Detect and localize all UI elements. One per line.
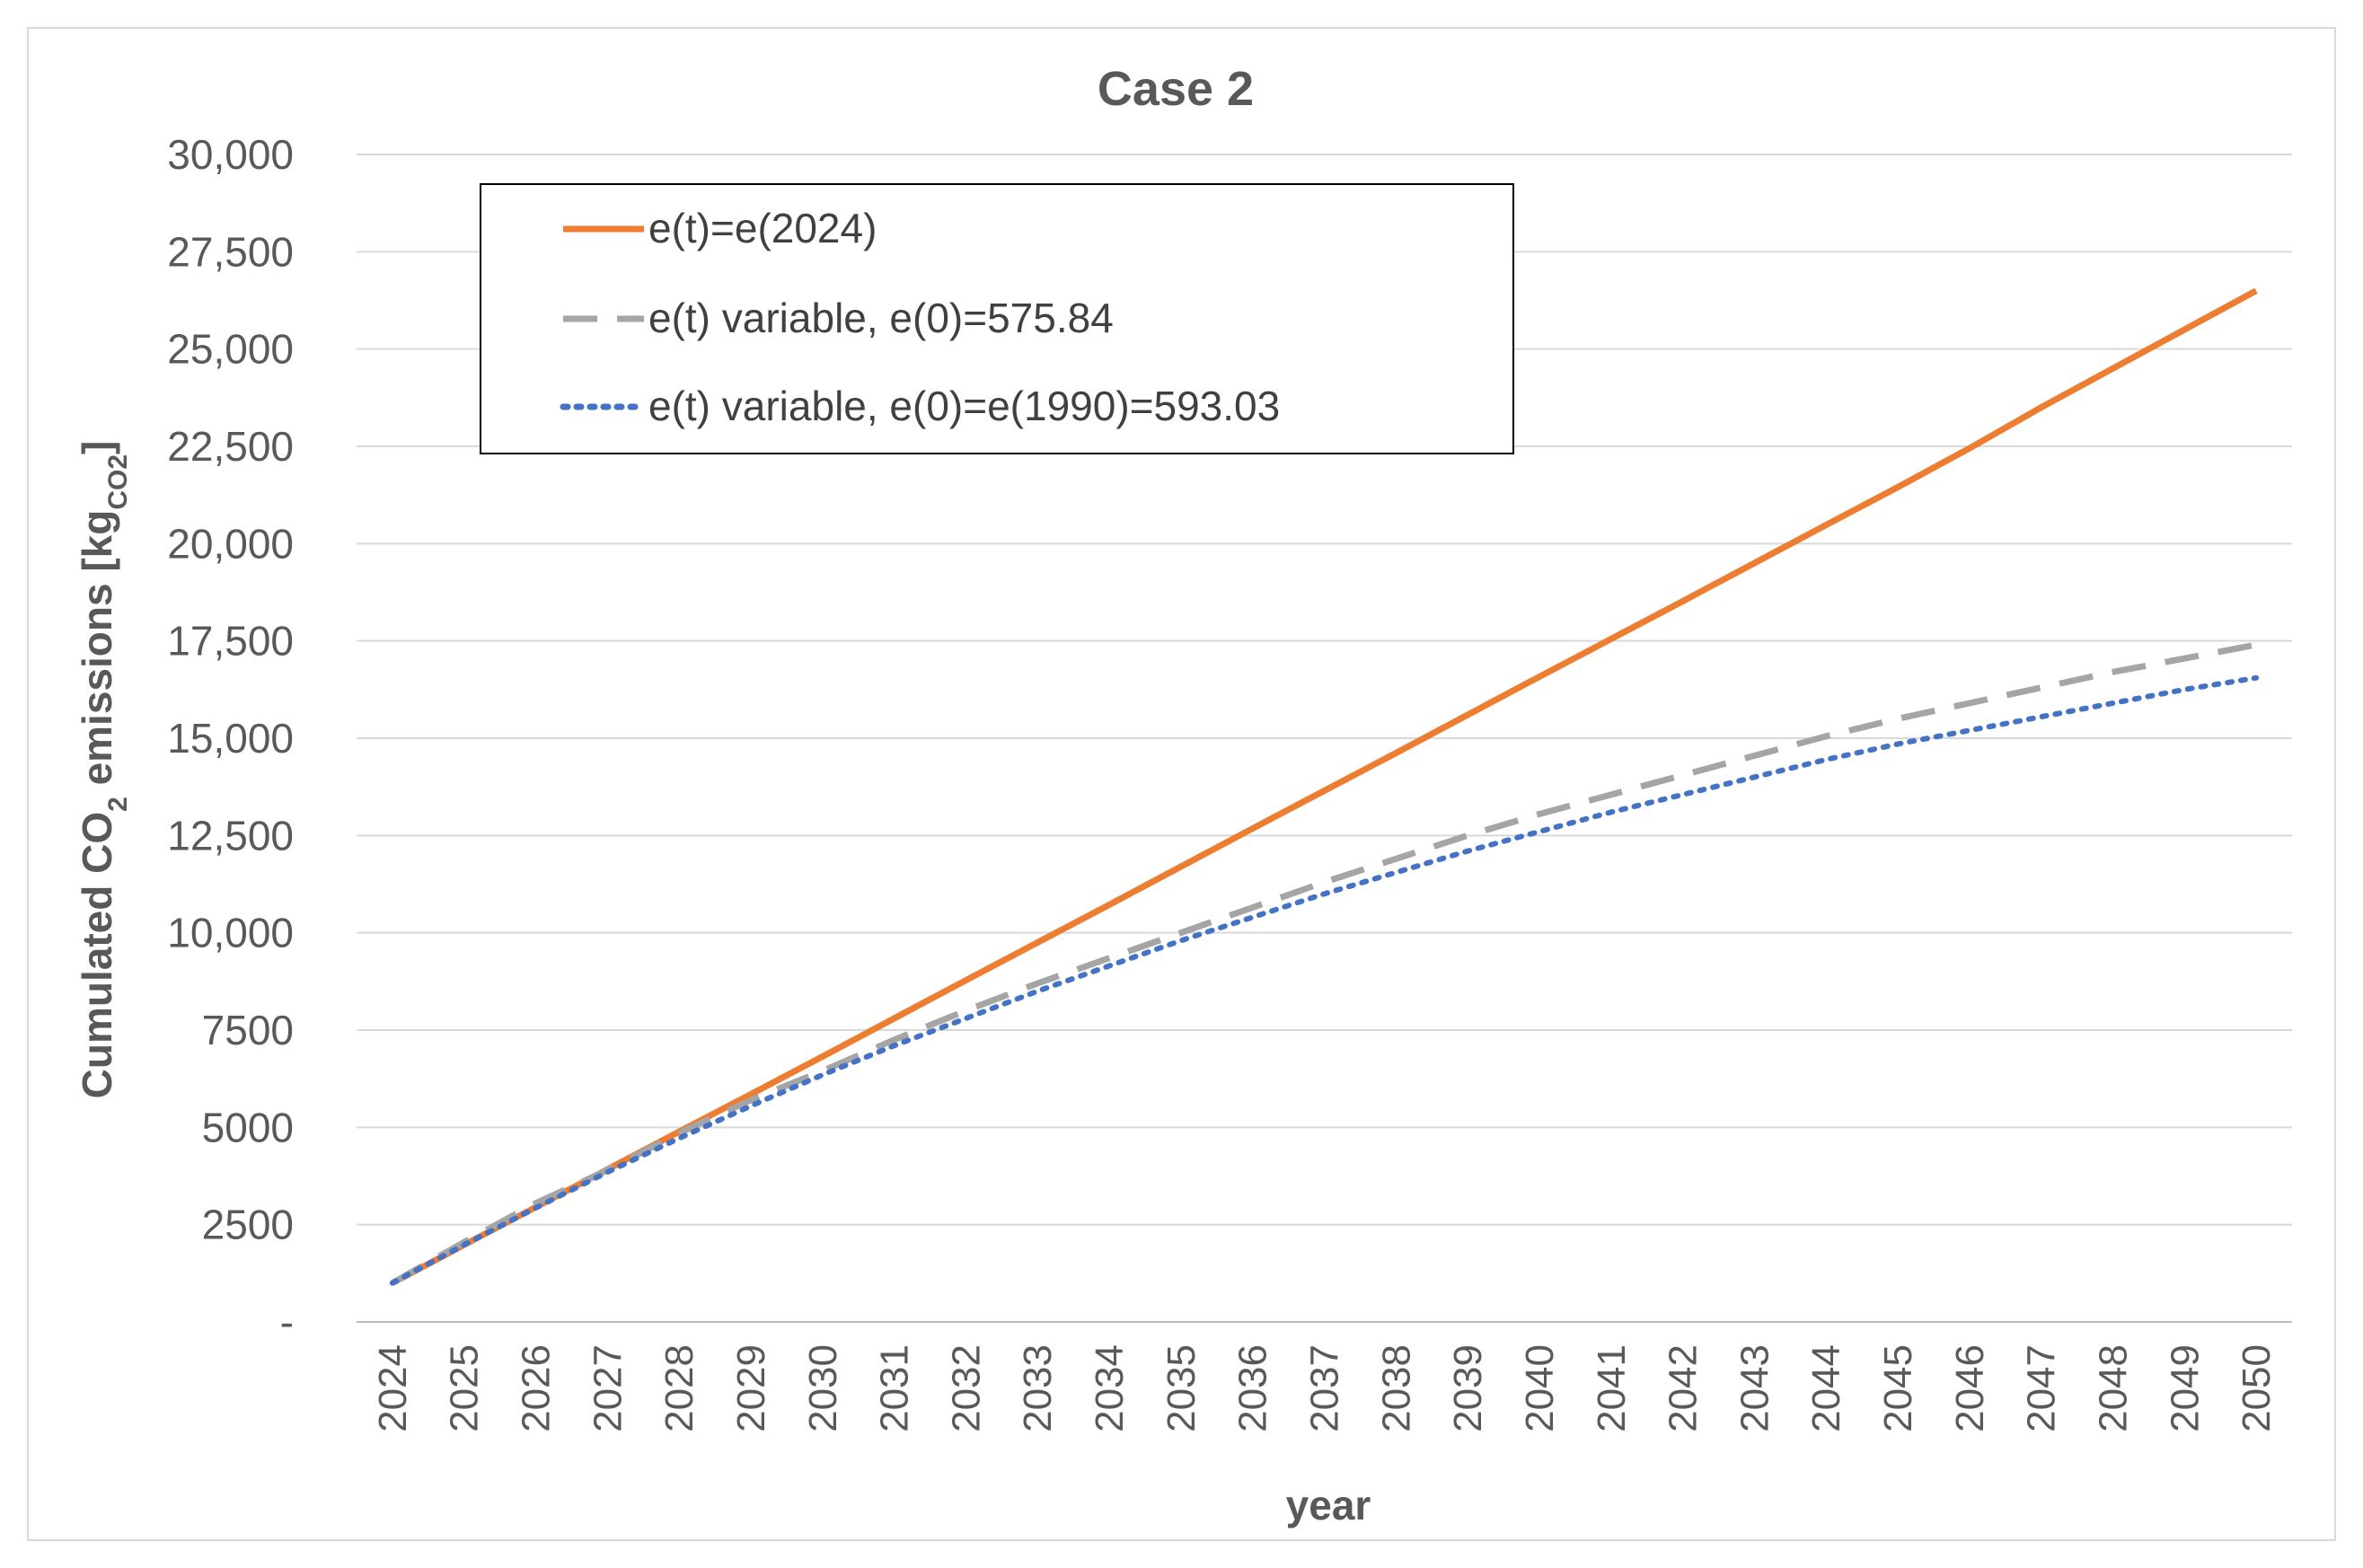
legend-label-1: e(t) variable, e(0)=575.84: [648, 295, 1114, 341]
y-tick-label: 22,500: [167, 423, 294, 470]
x-tick-label: 2028: [657, 1344, 701, 1432]
x-tick-label: 2031: [873, 1344, 917, 1432]
x-tick-label: 2035: [1159, 1344, 1204, 1432]
chart-title: Case 2: [1098, 62, 1254, 116]
y-axis-label-sub: 2: [103, 797, 133, 812]
x-tick-label: 2049: [2163, 1344, 2207, 1432]
y-axis-label-unit-sub: CO2: [103, 454, 133, 510]
x-tick-label: 2024: [371, 1344, 415, 1432]
x-tick-label: 2041: [1590, 1344, 1634, 1432]
x-tick-label: 2050: [2235, 1344, 2279, 1432]
y-tick-label: 20,000: [167, 520, 294, 567]
series-lines: [389, 287, 2260, 1286]
x-tick-label: 2039: [1446, 1344, 1490, 1432]
x-tick-labels: 2024 2025 2026 2027 2028 2029 2030 2031 2032 2033…: [371, 1344, 2279, 1432]
series-line-2: [389, 674, 2260, 1286]
line-chart: - 2500 5000 7500 10,000 12,500 15,000 17,500 20,…: [74, 62, 2292, 1528]
x-tick-label: 2045: [1876, 1344, 1920, 1432]
y-axis-label-end: ]: [74, 441, 120, 454]
chart-frame: - 2500 5000 7500 10,000 12,500 15,000 17,500 20,…: [27, 27, 2336, 1541]
y-tick-label: 10,000: [167, 910, 294, 956]
y-axis-label-mid: emissions [kg: [74, 510, 120, 797]
x-tick-label: 2040: [1518, 1344, 1562, 1432]
x-tick-label: 2034: [1088, 1344, 1132, 1432]
y-tick-label: 15,000: [167, 715, 294, 762]
y-tick-label: 7500: [202, 1007, 294, 1053]
y-tick-label: -: [280, 1299, 294, 1345]
x-tick-label: 2029: [729, 1344, 773, 1432]
x-tick-label: 2030: [801, 1344, 845, 1432]
y-tick-label: 5000: [202, 1104, 294, 1150]
legend-label-2: e(t) variable, e(0)=e(1990)=593.03: [648, 383, 1280, 429]
x-tick-label: 2027: [586, 1344, 630, 1432]
y-axis-label: Cumulated CO2 emissions [kgCO2]: [74, 441, 133, 1099]
x-tick-label: 2047: [2020, 1344, 2064, 1432]
x-tick-label: 2046: [1948, 1344, 1992, 1432]
x-tick-label: 2038: [1374, 1344, 1418, 1432]
y-tick-label: 30,000: [167, 131, 294, 178]
legend: e(t)=e(2024) e(t) variable, e(0)=575.84 …: [480, 183, 1514, 454]
y-tick-label: 17,500: [167, 618, 294, 665]
legend-label-0: e(t)=e(2024): [648, 205, 877, 251]
y-tick-labels: - 2500 5000 7500 10,000 12,500 15,000 17,500 20,…: [167, 131, 294, 1345]
y-tick-label: 2500: [202, 1202, 294, 1248]
x-tick-label: 2036: [1231, 1344, 1275, 1432]
x-tick-label: 2048: [2091, 1344, 2135, 1432]
series-line-1: [391, 641, 2257, 1286]
x-tick-label: 2043: [1733, 1344, 1777, 1432]
x-tick-label: 2042: [1662, 1344, 1706, 1432]
y-tick-label: 27,500: [167, 228, 294, 275]
x-axis-label: year: [1286, 1482, 1371, 1528]
y-tick-label: 12,500: [167, 812, 294, 859]
x-tick-label: 2037: [1303, 1344, 1347, 1432]
x-tick-label: 2044: [1804, 1344, 1848, 1432]
x-tick-label: 2032: [944, 1344, 988, 1432]
y-tick-label: 25,000: [167, 326, 294, 373]
x-tick-label: 2026: [515, 1344, 559, 1432]
x-tick-label: 2025: [443, 1344, 487, 1432]
x-tick-label: 2033: [1016, 1344, 1060, 1432]
legend-box: [480, 183, 1514, 454]
y-axis-label-main: Cumulated CO: [74, 812, 120, 1098]
